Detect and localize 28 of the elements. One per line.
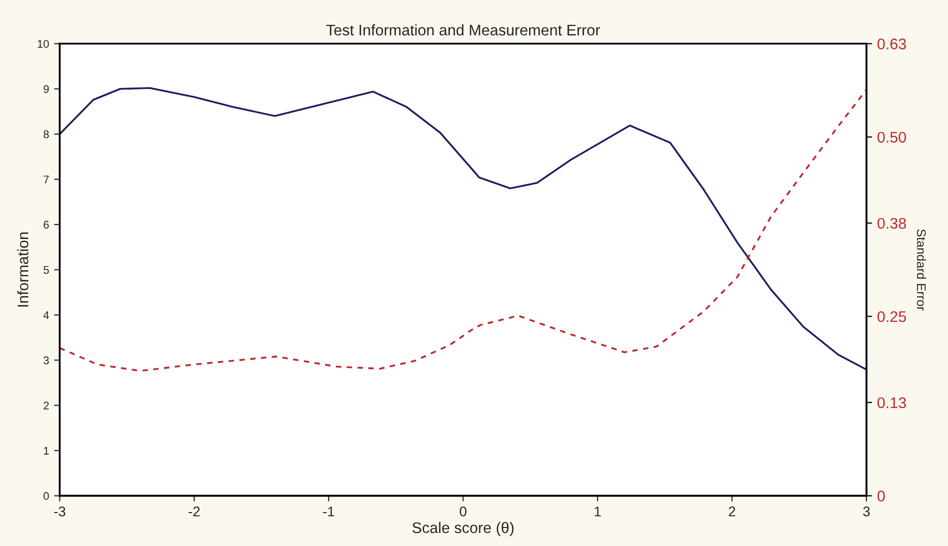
chart-title: Test Information and Measurement Error bbox=[326, 24, 600, 36]
x-tick-label: -2 bbox=[188, 506, 200, 516]
x-axis-title: Scale score (θ) bbox=[412, 522, 514, 536]
y2-tick-label: 0 bbox=[877, 490, 885, 502]
x-tick-label: 2 bbox=[728, 506, 736, 516]
y-tick-label: 9 bbox=[44, 85, 49, 94]
y-tick-label: 2 bbox=[44, 402, 49, 410]
y2-tick-label: 0.50 bbox=[877, 132, 906, 143]
y2-tick-label: 0.63 bbox=[877, 38, 906, 50]
x-tick-label: -3 bbox=[54, 506, 66, 516]
y2-tick-label: 0.38 bbox=[877, 218, 906, 229]
x-tick-label: 0 bbox=[460, 506, 466, 516]
y-axis-title: Information bbox=[17, 232, 28, 307]
y-tick-label: 3 bbox=[44, 356, 49, 364]
y-tick-label: 0 bbox=[44, 492, 49, 500]
y2-tick-label: 0.25 bbox=[877, 311, 906, 322]
y-tick-label: 5 bbox=[44, 266, 49, 274]
y-tick-label: 4 bbox=[43, 311, 49, 319]
x-tick-label: 1 bbox=[594, 506, 601, 516]
y-tick-label: 8 bbox=[44, 130, 49, 138]
y-tick-label: 1 bbox=[44, 446, 49, 455]
y-tick-label: 6 bbox=[44, 220, 49, 229]
x-tick-label: 3 bbox=[863, 506, 870, 516]
y2-tick-label: 0.13 bbox=[877, 397, 906, 408]
y-tick-label: 10 bbox=[38, 40, 49, 48]
y-tick-label: 7 bbox=[44, 176, 49, 184]
y2-axis-title: Standard Error bbox=[916, 229, 926, 311]
x-tick-label: -1 bbox=[323, 506, 334, 516]
